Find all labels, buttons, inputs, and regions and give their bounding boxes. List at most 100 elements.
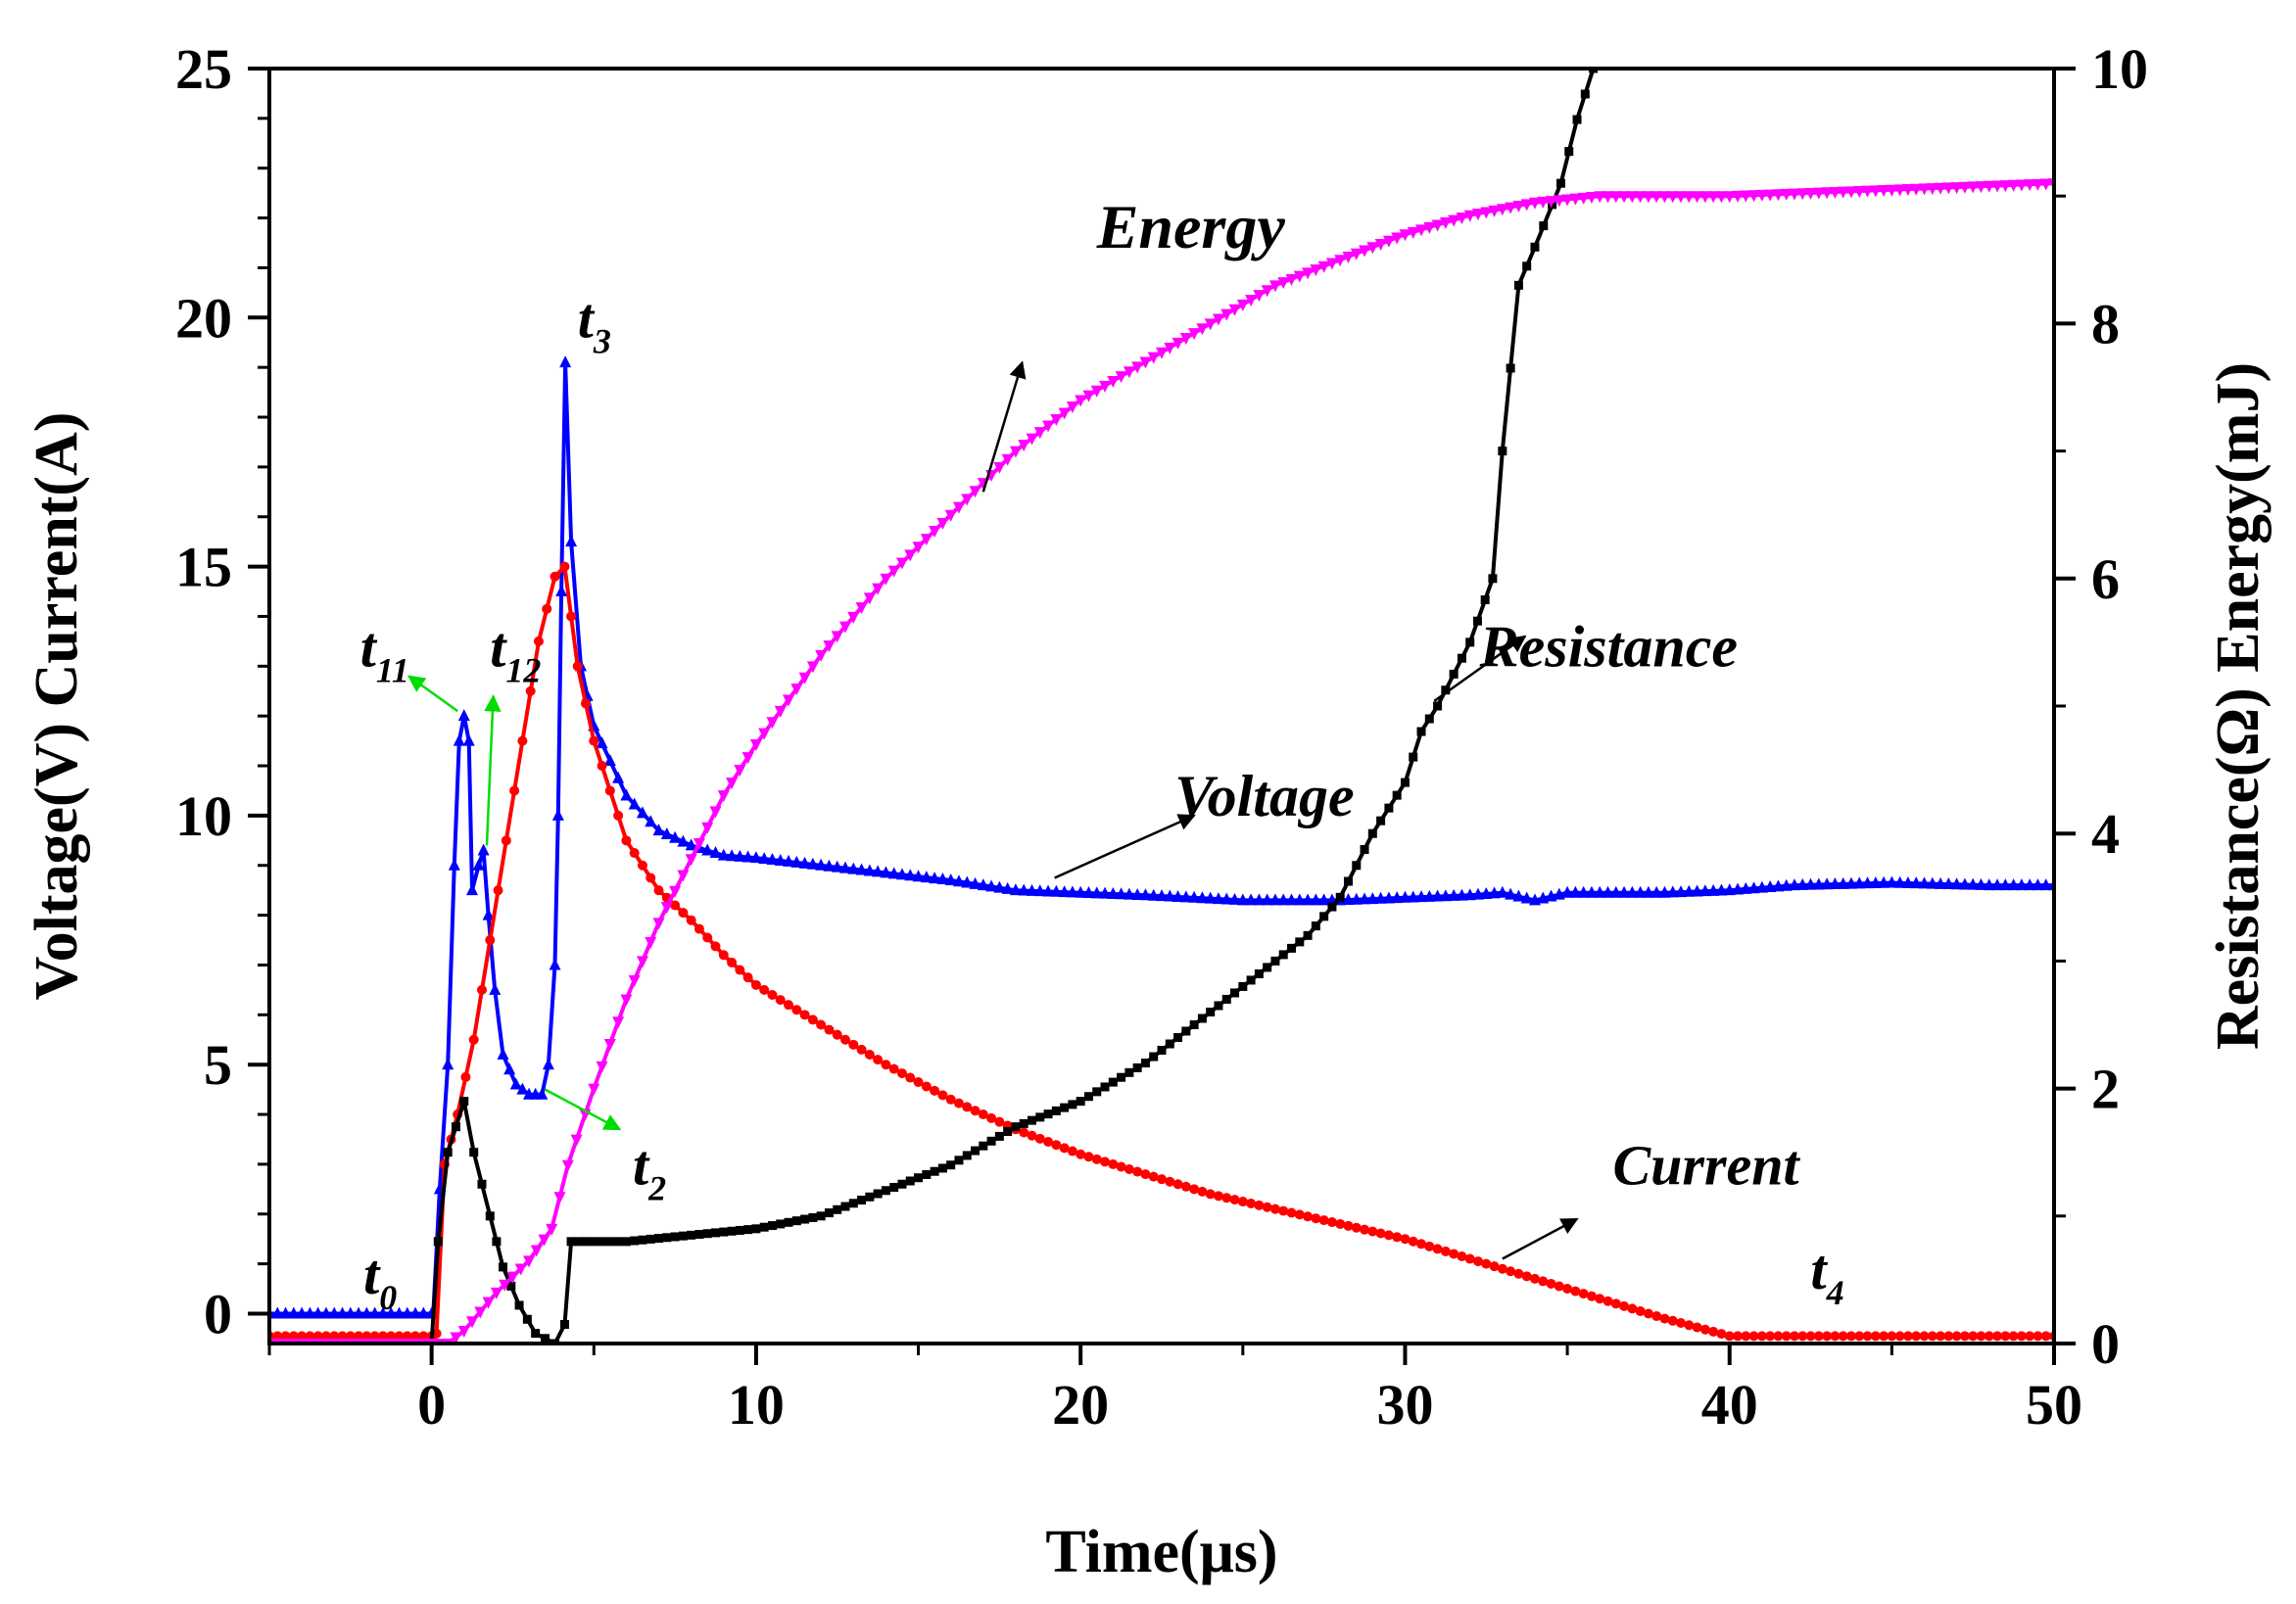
- right-y-tick-label: 4: [2091, 802, 2120, 866]
- energy-point: [1732, 190, 1745, 203]
- current-point: [485, 935, 496, 946]
- voltage-point: [1366, 892, 1379, 905]
- resistance-point: [711, 1228, 720, 1238]
- resistance-point: [678, 1231, 688, 1241]
- current-point: [1797, 1331, 1808, 1342]
- current-point: [1887, 1331, 1897, 1342]
- voltage-point: [1942, 877, 1955, 890]
- voltage-point: [2007, 878, 2020, 891]
- voltage-point: [1407, 890, 1419, 903]
- voltage-point: [1740, 881, 1752, 894]
- resistance-point: [905, 1176, 915, 1186]
- energy-point: [1755, 189, 1768, 202]
- voltage-point: [944, 873, 957, 886]
- energy-point: [677, 870, 690, 882]
- energy-point: [628, 974, 641, 987]
- voltage-point: [2039, 878, 2052, 891]
- voltage-point: [790, 855, 803, 868]
- annotation-label: Voltage: [1174, 764, 1354, 828]
- resistance-point: [1376, 816, 1386, 826]
- current-point: [1116, 1161, 1126, 1172]
- energy-point: [1942, 182, 1955, 195]
- current-point: [1416, 1239, 1427, 1250]
- voltage-point: [551, 808, 564, 821]
- current-point: [1562, 1284, 1573, 1295]
- current-point: [1180, 1181, 1191, 1192]
- voltage-point: [1910, 876, 1923, 889]
- current-point: [533, 636, 544, 646]
- energy-point: [1901, 184, 1914, 197]
- voltage-point: [1391, 891, 1404, 904]
- current-point: [1838, 1331, 1848, 1342]
- energy-point: [546, 1223, 558, 1236]
- energy-point: [1342, 252, 1355, 264]
- current-point: [718, 950, 729, 961]
- current-point: [1229, 1195, 1240, 1205]
- resistance-point: [1352, 861, 1362, 871]
- resistance-point: [613, 1237, 623, 1247]
- series-current: [269, 561, 2054, 1342]
- voltage-point: [1975, 877, 1987, 890]
- energy-point: [1042, 420, 1055, 433]
- voltage-point: [929, 872, 941, 884]
- current-point: [354, 1331, 364, 1342]
- current-point: [1984, 1331, 1994, 1342]
- voltage-point: [409, 1306, 422, 1319]
- current-point: [509, 785, 520, 796]
- resistance-point: [1108, 1077, 1118, 1087]
- energy-point: [1439, 217, 1452, 230]
- voltage-point: [1131, 887, 1144, 900]
- resistance-point: [767, 1221, 777, 1231]
- voltage-point: [758, 852, 771, 865]
- energy-point: [2015, 179, 2028, 192]
- energy-point: [1463, 210, 1476, 222]
- resistance-point: [694, 1230, 704, 1240]
- voltage-point: [1666, 885, 1679, 898]
- voltage-point: [1164, 889, 1176, 902]
- voltage-point: [1626, 885, 1639, 898]
- voltage-point: [1642, 885, 1654, 898]
- voltage-point: [1463, 888, 1476, 901]
- energy-point: [1983, 180, 1995, 193]
- resistance-point: [800, 1214, 810, 1224]
- energy-point: [1707, 191, 1720, 204]
- current-point: [1741, 1331, 1751, 1342]
- resistance-point: [897, 1179, 907, 1189]
- energy-point: [457, 1325, 470, 1338]
- current-point: [1059, 1143, 1070, 1154]
- current-point: [329, 1331, 340, 1342]
- resistance-point: [1124, 1067, 1134, 1077]
- current-point: [1968, 1331, 1979, 1342]
- current-point: [962, 1102, 973, 1112]
- resistance-point: [776, 1219, 786, 1229]
- voltage-point: [1804, 877, 1817, 890]
- voltage-point: [1715, 883, 1728, 896]
- current-point: [320, 1331, 331, 1342]
- voltage-point: [1878, 875, 1890, 888]
- energy-point: [530, 1245, 543, 1257]
- current-point: [881, 1060, 891, 1070]
- left-y-axis-title: Voltage(V) Current(A): [24, 412, 90, 1001]
- voltage-point: [1788, 878, 1800, 891]
- voltage-point: [734, 849, 746, 862]
- energy-point: [1602, 191, 1614, 204]
- current-point: [905, 1072, 916, 1083]
- voltage-point: [1496, 885, 1508, 898]
- current-point: [791, 1005, 802, 1015]
- energy-point: [1009, 446, 1022, 458]
- current-point: [1489, 1261, 1500, 1272]
- resistance-point: [791, 1216, 801, 1226]
- resistance-point: [1367, 828, 1377, 838]
- current-point: [1951, 1331, 1962, 1342]
- energy-point: [1496, 204, 1508, 216]
- energy-point: [1026, 433, 1038, 446]
- annotation-label: t12: [490, 615, 541, 689]
- current-point: [1254, 1200, 1265, 1210]
- voltage-point: [1853, 876, 1866, 889]
- energy-point: [831, 631, 843, 643]
- energy-point: [1277, 277, 1290, 290]
- current-point: [930, 1085, 940, 1096]
- voltage-point: [766, 853, 779, 866]
- energy-point: [1431, 219, 1444, 232]
